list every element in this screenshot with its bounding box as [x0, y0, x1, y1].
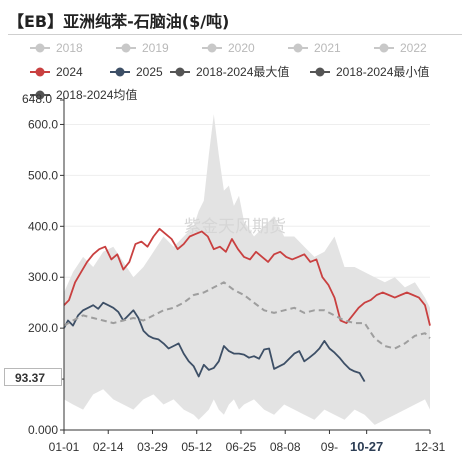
series-line-2025	[63, 301, 366, 383]
legend: 2018 2019 2020 2021 2022 2024 2025 2018-2024最大值…	[30, 41, 429, 102]
y-tick-label-8: 648.0	[22, 92, 52, 106]
x-tick-label-5: 06-25	[226, 440, 257, 454]
legend-label-8[interactable]: 2025	[136, 65, 163, 79]
y-tick-label-6: 500.0	[28, 168, 58, 182]
y-tick-label-4: 300.0	[28, 270, 58, 284]
chart-title: 【EB】亚洲纯苯-石脑油($/吨)	[8, 12, 230, 31]
legend-label-5[interactable]: 2022	[400, 41, 427, 55]
legend-marker-4	[293, 43, 303, 53]
x-tick-label-4: 05-12	[181, 440, 212, 454]
x-tick-label-6: 08-08	[270, 440, 301, 454]
last-value-label: 93.37	[4, 368, 62, 386]
legend-label-2[interactable]: 2019	[142, 41, 169, 55]
legend-marker-11	[35, 90, 45, 100]
y-tick-label-7: 600.0	[28, 117, 58, 131]
series-line-2024	[63, 227, 431, 326]
series-lines	[63, 227, 431, 383]
legend-marker-2	[121, 43, 131, 53]
x-tick-label-9: 12-31	[415, 440, 446, 454]
legend-marker-7	[35, 67, 45, 77]
x-tick-label-7: 09-	[321, 440, 338, 454]
y-tick-label-1: 0.000	[28, 423, 58, 437]
legend-marker-1	[35, 43, 45, 53]
legend-label-9[interactable]: 2018-2024最大值	[196, 64, 289, 79]
min-max-band	[64, 114, 430, 425]
y-tick-label-3: 200.0	[28, 321, 58, 335]
legend-label-3[interactable]: 2020	[228, 41, 255, 55]
watermark-text: 紫金天风期货	[184, 217, 286, 236]
legend-label-7[interactable]: 2024	[56, 65, 83, 79]
legend-label-1[interactable]: 2018	[56, 41, 83, 55]
legend-marker-3	[207, 43, 217, 53]
series-line-2018-2024均值	[63, 281, 431, 350]
legend-marker-10	[315, 67, 325, 77]
x-tick-label-2: 02-14	[93, 440, 124, 454]
band-max-min-area	[64, 114, 430, 425]
y-tick-label-5: 400.0	[28, 219, 58, 233]
x-tick-label-1: 01-01	[49, 440, 80, 454]
legend-label-11[interactable]: 2018-2024均值	[56, 87, 137, 102]
legend-marker-9	[175, 67, 185, 77]
x-tick-label-3: 03-29	[137, 440, 168, 454]
legend-label-4[interactable]: 2021	[314, 41, 341, 55]
legend-marker-8	[115, 67, 125, 77]
x-tick-label-8: 10-27	[350, 439, 383, 454]
title-divider	[8, 34, 462, 35]
legend-marker-5	[379, 43, 389, 53]
legend-label-10[interactable]: 2018-2024最小值	[336, 64, 429, 79]
